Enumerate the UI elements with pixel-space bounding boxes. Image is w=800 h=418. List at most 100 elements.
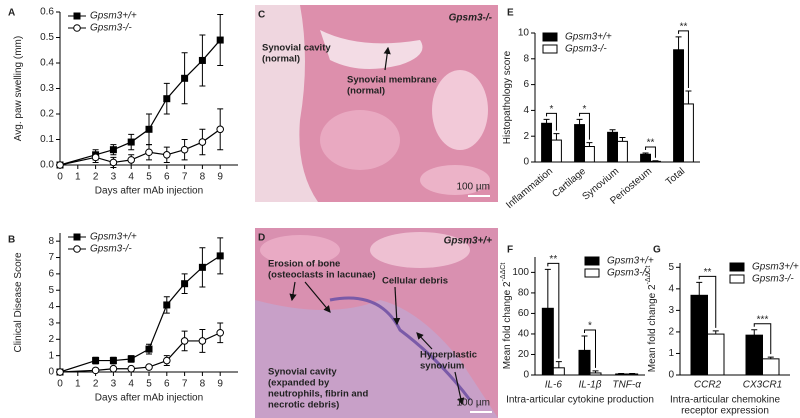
y-tick-label: 1: [48, 350, 54, 361]
x-tick-label: 6: [164, 379, 170, 390]
y-tick-label: 0.0: [40, 160, 54, 171]
x-tick-label: 7: [182, 379, 188, 390]
y-axis-label: Clinical Disease Score: [13, 252, 24, 352]
legend-label: Gpsm3-/-: [90, 23, 132, 34]
x-tick-label: 9: [217, 379, 223, 390]
x-tick-label: 9: [217, 172, 223, 183]
marker: [216, 36, 224, 44]
legend-swatch: [584, 268, 600, 278]
y-tick-label: 3: [48, 318, 54, 329]
bar: [589, 372, 602, 376]
y-tick-label: 0: [523, 157, 529, 168]
x-tick-label: 0: [57, 172, 63, 183]
legend-swatch: [542, 32, 558, 42]
legend-label: Gpsm3+/+: [565, 32, 612, 43]
legend-label: Gpsm3-/-: [752, 274, 794, 285]
significance-label: ***: [757, 314, 769, 325]
bar: [640, 153, 651, 163]
significance-bracket: [579, 112, 590, 140]
marker: [163, 356, 171, 365]
marker: [145, 345, 153, 353]
error-bar: [712, 330, 719, 335]
y-label-text: Avg. paw swelling (mm): [13, 36, 24, 141]
annotation: Synovial membrane: [347, 75, 437, 86]
marker: [127, 355, 135, 363]
annotation: (normal): [262, 54, 300, 65]
x-tick-label: 1: [75, 172, 81, 183]
series-line: [59, 332, 221, 373]
x-tick-label: 1: [75, 379, 81, 390]
y-tick-label: 40: [518, 329, 530, 340]
legend-swatch: [542, 44, 558, 54]
marker: [56, 368, 64, 376]
marker: [181, 280, 189, 288]
error-bar: [576, 118, 583, 125]
panel-letter: B: [8, 235, 15, 246]
error-bar: [652, 160, 659, 162]
marker: [198, 337, 207, 345]
x-axis-label: Days after mAb injection: [95, 186, 203, 197]
y-label-sup: -ΔΔCt: [645, 266, 652, 285]
error-bar: [544, 268, 551, 309]
error-bar: [696, 281, 703, 296]
annotation: Erosion of bone: [268, 259, 340, 270]
legend-label: Gpsm3+/+: [90, 11, 137, 22]
significance-label: **: [647, 138, 655, 149]
legend-swatch: [729, 274, 745, 284]
marker: [145, 125, 153, 133]
x-axis-label: Intra-articular chemokine: [670, 395, 780, 406]
marker: [163, 95, 171, 103]
bar: [683, 103, 694, 163]
y-tick-label: 0: [668, 370, 674, 381]
x-tick-label: TNF-α: [612, 380, 641, 391]
series-line: [59, 128, 221, 166]
panel-letter: G: [653, 245, 661, 256]
error-bar: [592, 370, 599, 373]
error-bar: [555, 361, 562, 368]
y-tick-label: 2: [523, 131, 529, 142]
bar: [541, 122, 552, 163]
x-tick-label: 8: [200, 379, 206, 390]
annotation: Synovial cavity: [268, 367, 337, 378]
error-bar: [553, 133, 560, 141]
bar: [650, 160, 661, 163]
x-axis-label: Intra-articular cytokine production: [506, 395, 654, 406]
image-title: Gpsm3+/+: [444, 236, 493, 247]
marker: [145, 363, 153, 371]
marker: [163, 301, 171, 309]
y-tick-label: 60: [518, 308, 530, 319]
y-tick-label: 3: [668, 305, 674, 316]
error-bar: [767, 356, 774, 359]
x-tick-label: 4: [128, 379, 134, 390]
y-axis-label: Histopathology score: [502, 50, 513, 144]
histology-d: [255, 228, 498, 418]
significance-label: **: [549, 254, 557, 265]
significance-label: *: [588, 321, 592, 332]
marker: [91, 153, 100, 162]
marker: [216, 252, 224, 260]
significance-bracket: [547, 262, 560, 359]
annotation: (expanded by: [268, 378, 330, 389]
legend-label: Gpsm3-/-: [607, 268, 649, 279]
bar: [626, 373, 639, 376]
legend-marker: [73, 24, 81, 32]
marker: [91, 366, 100, 375]
marker: [216, 328, 224, 337]
y-tick-label: 0.4: [40, 58, 54, 69]
marker: [198, 263, 206, 271]
y-tick-label: 8: [48, 236, 54, 247]
significance-bracket: [678, 30, 689, 89]
error-bar: [675, 36, 682, 50]
annotation: necrotic debris): [268, 400, 339, 411]
y-tick-label: 10: [518, 28, 530, 39]
marker: [198, 56, 206, 64]
y-tick-label: 2: [48, 334, 54, 345]
significance-label: **: [704, 267, 712, 278]
x-tick-label: 4: [128, 172, 134, 183]
annotation: (normal): [347, 86, 385, 97]
marker: [127, 138, 135, 146]
legend-label: Gpsm3+/+: [607, 256, 654, 267]
panel-letter: D: [258, 233, 265, 244]
legend-label: Gpsm3+/+: [752, 262, 799, 273]
